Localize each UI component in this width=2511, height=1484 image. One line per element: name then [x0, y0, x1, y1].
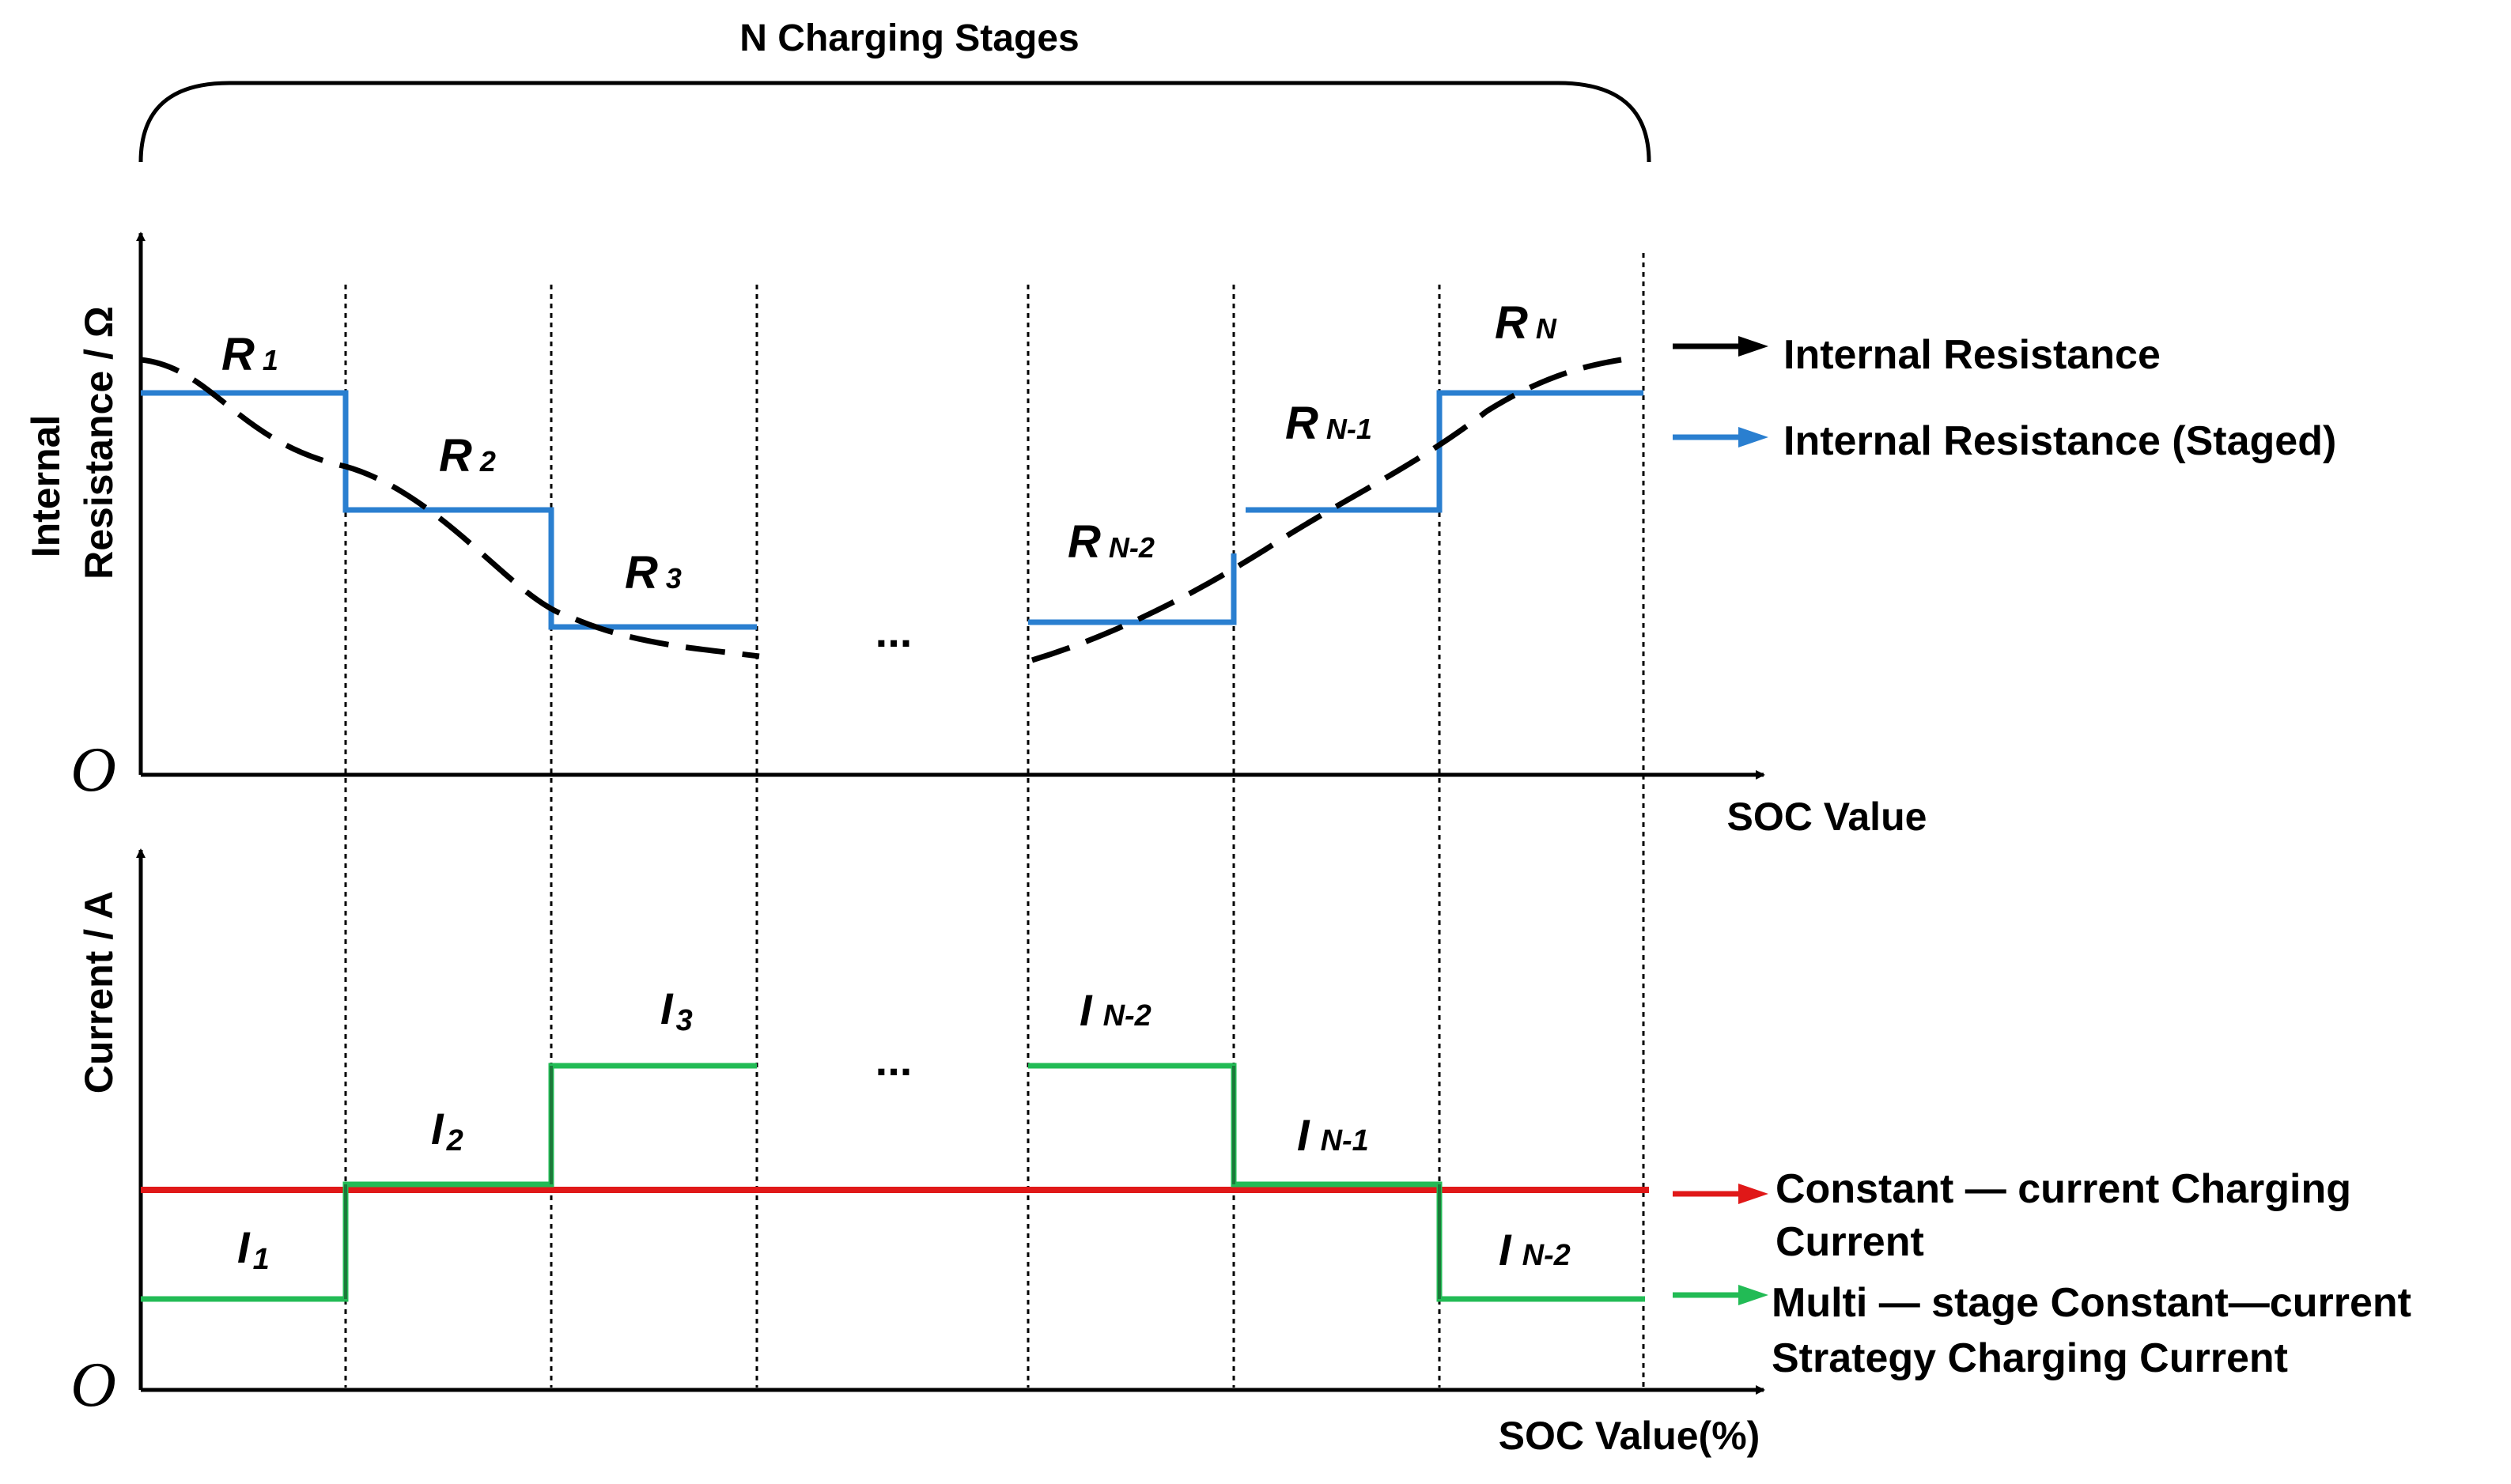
internal-resistance-curve: [140, 357, 760, 659]
current-x-label: SOC Value(%): [1499, 1414, 1760, 1458]
multistage-step-edges: [344, 1066, 1441, 1299]
legend-label-staged-resistance: Internal Resistance (Staged): [1783, 418, 2336, 464]
legend-arrow-icon: [1738, 1184, 1768, 1204]
stage-label-in-2-last: I N-2: [1499, 1225, 1571, 1274]
current-y-label: Current / A: [77, 891, 121, 1094]
resistance-origin: O: [70, 735, 116, 805]
multistage-current-line: [141, 1063, 1645, 1302]
resistance-y-label-line1: Internal: [24, 415, 68, 558]
legend-arrow-icon: [1738, 427, 1768, 447]
stage-label-rn-2: R N-2: [1068, 516, 1155, 568]
legend-label-multistage-line1: Multi — stage Constant—current: [1772, 1280, 2411, 1326]
internal-resistance-curve: [1030, 357, 1622, 663]
stage-label-rn-1: R N-1: [1285, 398, 1372, 449]
current-origin: O: [70, 1350, 116, 1420]
legend-arrow-icon: [1738, 1285, 1768, 1305]
stages-brace: [138, 81, 1651, 163]
legend-arrow-icon: [1738, 336, 1768, 357]
diagram-title: N Charging Stages: [739, 17, 1079, 59]
current-ellipsis: ...: [875, 1035, 913, 1085]
legend-label-constant-line1: Constant — current Charging: [1775, 1166, 2351, 1212]
resistance-y-label-line2: Resistance / Ω: [77, 306, 121, 580]
stage-boundaries: [344, 253, 1645, 1388]
resistance-x-label: SOC Value: [1727, 795, 1927, 839]
legend-label-multistage-line2: Strategy Charging Current: [1772, 1335, 2288, 1381]
stage-label-in-1: I N-1: [1297, 1110, 1369, 1160]
resistance-legend: Internal Resistance Internal Resistance …: [1673, 332, 2336, 464]
resistance-chart: O SOC Value Internal Resistance / Ω ... …: [24, 232, 2336, 839]
staged-resistance-line: [141, 390, 1643, 630]
legend-label-internal-resistance: Internal Resistance: [1783, 332, 2161, 378]
current-legend: Constant — current Charging Current Mult…: [1673, 1166, 2411, 1381]
stage-label-in-2: I N-2: [1080, 985, 1152, 1035]
resistance-ellipsis: ...: [875, 606, 913, 656]
legend-label-constant-line2: Current: [1775, 1219, 1924, 1265]
